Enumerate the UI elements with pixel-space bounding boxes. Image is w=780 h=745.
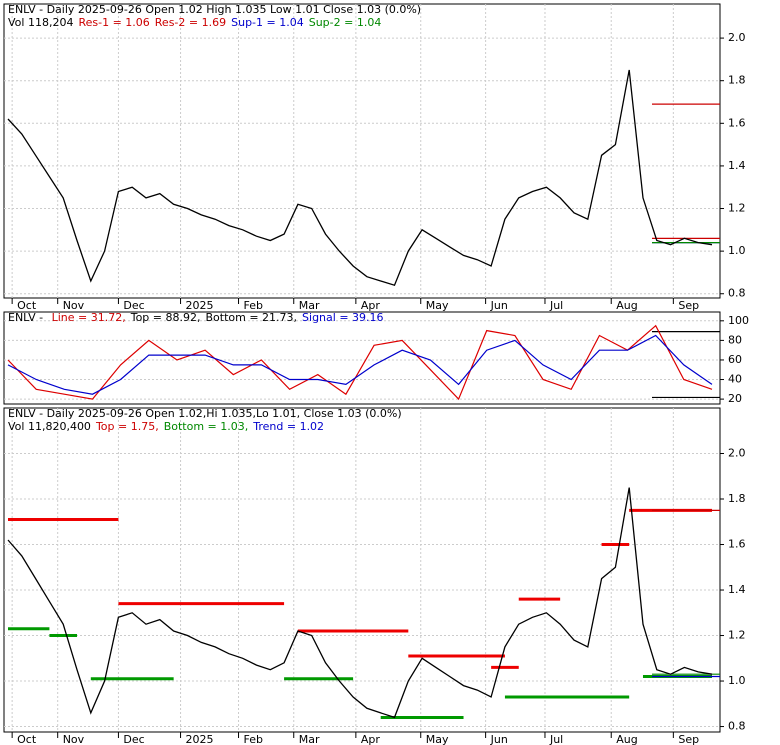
y-tick-label: 100 bbox=[728, 314, 749, 327]
x-tick-label: Mar bbox=[299, 733, 320, 745]
header-item: Bottom = 21.73, bbox=[205, 311, 297, 324]
x-tick-label: Feb bbox=[244, 733, 263, 745]
x-tick-label: Aug bbox=[616, 299, 637, 312]
price-line bbox=[7, 69, 713, 286]
panel-header: ENLV - Daily 2025-09-26 Open 1.02 High 1… bbox=[8, 3, 421, 16]
x-tick-label: Nov bbox=[63, 733, 85, 745]
header-item: Res-2 = 1.69 bbox=[155, 16, 226, 29]
price-panel-frame bbox=[3, 3, 721, 299]
x-tick-label: Jun bbox=[490, 733, 508, 745]
y-tick-label: 0.8 bbox=[728, 720, 746, 733]
panel-header: Vol 11,820,400 Top = 1.75, Bottom = 1.03, T… bbox=[8, 420, 324, 433]
y-tick-label: 1.2 bbox=[728, 202, 746, 215]
header-item: Sup-1 = 1.04 bbox=[231, 16, 304, 29]
y-tick-label: 1.4 bbox=[728, 159, 746, 172]
y-tick-label: 1.8 bbox=[728, 74, 746, 87]
oscillator-line bbox=[7, 324, 713, 401]
panel-header: ENLV - Daily 2025-09-26 Open 1.02,Hi 1.0… bbox=[8, 407, 402, 420]
y-tick-label: 80 bbox=[728, 333, 742, 346]
x-tick-label: Mar bbox=[299, 299, 320, 312]
header-item: Trend = 1.02 bbox=[252, 420, 324, 433]
y-tick-label: 40 bbox=[728, 373, 742, 386]
panel-header: Vol 118,204 Res-1 = 1.06 Res-2 = 1.69 Sup-1… bbox=[8, 16, 381, 29]
x-tick-label: Dec bbox=[123, 299, 144, 312]
x-tick-label: Oct bbox=[17, 299, 37, 312]
x-tick-label: Jul bbox=[549, 733, 563, 745]
x-tick-label: Jul bbox=[549, 299, 563, 312]
y-tick-label: 60 bbox=[728, 353, 742, 366]
x-tick-label: Aug bbox=[616, 733, 637, 745]
y-tick-label: 1.6 bbox=[728, 116, 746, 129]
oscillator-line bbox=[7, 334, 713, 395]
levels-panel-frame bbox=[3, 407, 721, 733]
y-tick-label: 20 bbox=[728, 392, 742, 405]
x-tick-label: Apr bbox=[361, 299, 381, 312]
panel-header: ENLV - Line = 31.72, Top = 88.92, Bottom =… bbox=[8, 311, 384, 324]
x-tick-label: Sep bbox=[678, 733, 699, 745]
x-tick-label: Oct bbox=[17, 733, 37, 745]
x-tick-label: Sep bbox=[678, 299, 699, 312]
oscillator-panel-frame bbox=[3, 311, 721, 405]
x-tick-label: Dec bbox=[123, 733, 144, 745]
header-item: Top = 88.92, bbox=[130, 311, 201, 324]
header-item: Res-1 = 1.06 bbox=[78, 16, 149, 29]
y-tick-label: 1.0 bbox=[728, 244, 746, 257]
x-tick-label: 2025 bbox=[186, 299, 214, 312]
y-tick-label: 1.4 bbox=[728, 583, 746, 596]
header-item: Sup-2 = 1.04 bbox=[309, 16, 382, 29]
y-tick-label: 1.2 bbox=[728, 629, 746, 642]
x-tick-label: 2025 bbox=[186, 733, 214, 745]
header-item: ENLV - Daily 2025-09-26 Open 1.02,Hi 1.0… bbox=[8, 407, 402, 420]
y-tick-label: 1.6 bbox=[728, 538, 746, 551]
header-item: Vol 118,204 bbox=[8, 16, 73, 29]
header-item: ENLV - bbox=[8, 311, 47, 324]
y-tick-label: 1.0 bbox=[728, 674, 746, 687]
header-item: Vol 11,820,400 bbox=[8, 420, 91, 433]
x-tick-label: Feb bbox=[244, 299, 263, 312]
x-tick-label: May bbox=[426, 299, 449, 312]
y-tick-label: 2.0 bbox=[728, 31, 746, 44]
price-line bbox=[7, 487, 713, 719]
header-item: Line = 31.72, bbox=[52, 311, 126, 324]
header-item: Bottom = 1.03, bbox=[164, 420, 249, 433]
x-tick-label: Apr bbox=[361, 733, 381, 745]
header-item: Top = 1.75, bbox=[95, 420, 159, 433]
header-item: Signal = 39.16 bbox=[302, 311, 384, 324]
header-item: ENLV - Daily 2025-09-26 Open 1.02 High 1… bbox=[8, 3, 421, 16]
y-tick-label: 0.8 bbox=[728, 287, 746, 300]
x-tick-label: Jun bbox=[490, 299, 508, 312]
x-tick-label: Nov bbox=[63, 299, 85, 312]
x-tick-label: May bbox=[426, 733, 449, 745]
y-tick-label: 1.8 bbox=[728, 492, 746, 505]
y-tick-label: 2.0 bbox=[728, 447, 746, 460]
